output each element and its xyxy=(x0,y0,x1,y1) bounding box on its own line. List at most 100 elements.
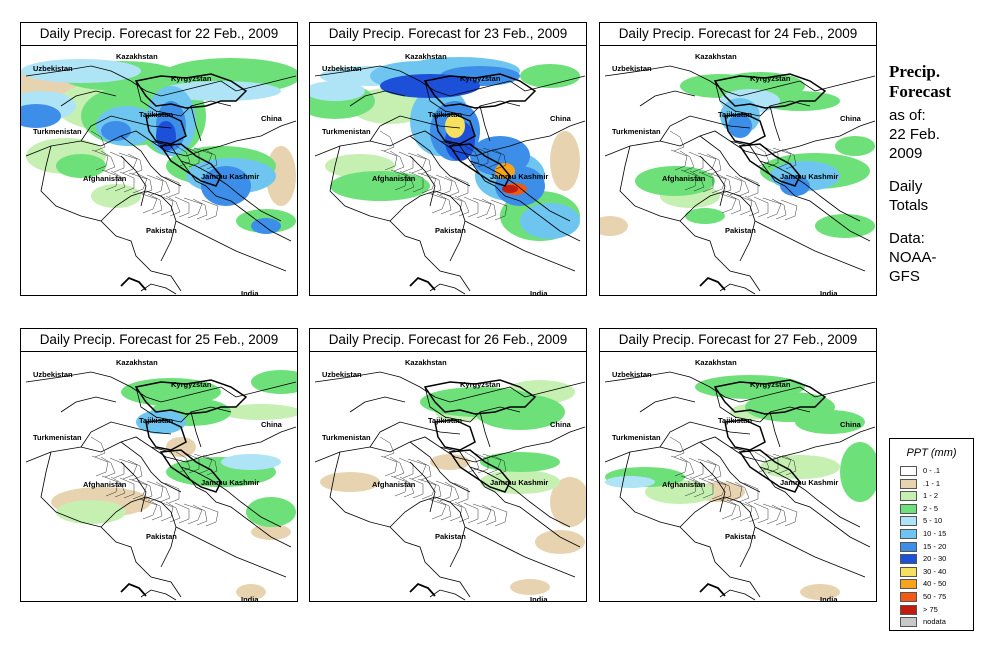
country-border xyxy=(135,386,232,423)
precip-area xyxy=(645,480,715,504)
map-label-india: India xyxy=(241,289,259,296)
map-labels: Kazakhstan Uzbekistan Kyrgyzstan Tajikistan… xyxy=(33,52,283,296)
data-line2: NOAA- xyxy=(889,249,937,266)
map-label-tajikistan: Tajikistan xyxy=(139,110,173,119)
district-border xyxy=(435,174,453,196)
country-border xyxy=(759,160,861,222)
country-border xyxy=(159,143,222,187)
map-label-uzbekistan: Uzbekistan xyxy=(612,370,652,379)
precip-area xyxy=(520,64,580,88)
district-border xyxy=(165,195,181,217)
legend-swatch xyxy=(900,516,917,527)
map-label-afghanistan: Afghanistan xyxy=(83,174,127,183)
country-border xyxy=(409,135,471,187)
precip-area xyxy=(161,81,281,101)
panel-title: Daily Precip. Forecast for 25 Feb., 2009 xyxy=(21,329,297,352)
map-label-afghanistan: Afghanistan xyxy=(372,174,416,183)
district-border xyxy=(734,175,750,197)
district-border xyxy=(444,481,460,503)
district-border xyxy=(426,479,442,501)
district-border xyxy=(110,476,126,498)
precip-area xyxy=(166,437,196,457)
country-border xyxy=(464,220,576,272)
district-border xyxy=(118,152,138,174)
country-border xyxy=(448,143,511,187)
map-label-jammu-kashmir: Jammu Kashmir xyxy=(490,172,548,181)
type-line2: Totals xyxy=(889,197,929,214)
map-label-china: China xyxy=(261,420,283,429)
map-label-jammu-kashmir: Jammu Kashmir xyxy=(780,478,838,487)
country-border xyxy=(190,411,202,448)
district-border xyxy=(399,170,415,192)
forecast-panel-1: Daily Precip. Forecast for 22 Feb., 2009… xyxy=(20,22,298,296)
country-border xyxy=(699,441,761,493)
sidebar-info: Precip. Forecast as of: 22 Feb. 2009 Dai… xyxy=(889,62,983,286)
precip-area xyxy=(685,208,725,224)
district-border xyxy=(380,455,398,477)
district-border xyxy=(482,453,502,475)
district-border xyxy=(482,147,502,169)
map-label-india: India xyxy=(530,289,548,296)
country-border xyxy=(729,120,876,157)
legend-label: > 75 xyxy=(923,604,938,614)
country-border xyxy=(145,419,187,451)
district-border xyxy=(735,194,753,216)
district-border xyxy=(380,149,398,171)
country-border xyxy=(738,449,801,493)
country-border xyxy=(369,115,461,142)
country-border xyxy=(429,283,466,295)
map-label-kyrgyzstan: Kyrgyzstan xyxy=(460,380,501,389)
country-border xyxy=(479,411,491,448)
country-border xyxy=(699,135,761,187)
district-border xyxy=(771,504,787,526)
country-border xyxy=(329,145,471,292)
country-border xyxy=(659,115,751,142)
district-border xyxy=(175,451,191,473)
country-border xyxy=(134,379,248,415)
country-border xyxy=(60,90,117,107)
country-border xyxy=(40,145,182,292)
coastline xyxy=(120,276,147,291)
map-label-india: India xyxy=(530,595,548,602)
district-border xyxy=(472,503,492,525)
map-labels: Kazakhstan Uzbekistan Kyrgyzstan Tajikistan… xyxy=(33,358,283,602)
district-border xyxy=(137,173,153,195)
district-border xyxy=(780,505,798,527)
country-border xyxy=(145,113,187,145)
district-border xyxy=(481,504,497,526)
legend-swatch xyxy=(900,529,917,539)
country-border xyxy=(754,220,866,272)
district-border xyxy=(91,149,109,171)
country-border xyxy=(769,411,781,448)
country-border xyxy=(714,386,811,423)
district-border xyxy=(669,130,685,152)
district-border xyxy=(762,503,782,525)
district-border xyxy=(379,436,395,458)
map-label-uzbekistan: Uzbekistan xyxy=(33,370,73,379)
country-border xyxy=(389,496,466,568)
district-border xyxy=(174,196,190,218)
map-label-kazakhstan: Kazakhstan xyxy=(405,358,447,367)
district-border xyxy=(146,480,164,502)
district-border xyxy=(743,176,759,198)
country-border xyxy=(409,461,436,513)
map-label-afghanistan: Afghanistan xyxy=(662,480,706,489)
country-border xyxy=(423,379,537,415)
precip-area xyxy=(815,214,875,238)
district-border xyxy=(754,451,770,473)
precip-map: Kazakhstan Uzbekistan Kyrgyzstan Tajikistan… xyxy=(604,358,876,602)
country-border xyxy=(619,145,761,292)
district-border xyxy=(744,195,760,217)
country-border xyxy=(714,80,811,117)
country-border xyxy=(434,419,476,451)
precip-map: Kazakhstan Uzbekistan Kyrgyzstan Tajikistan… xyxy=(25,358,297,602)
district-border xyxy=(490,199,508,221)
coastline xyxy=(409,582,436,597)
forecast-panel-2: Daily Precip. Forecast for 23 Feb., 2009… xyxy=(309,22,587,296)
district-border xyxy=(156,500,174,522)
district-border xyxy=(119,171,135,193)
country-border xyxy=(423,73,537,109)
country-border xyxy=(729,426,876,463)
map-labels: Kazakhstan Uzbekistan Kyrgyzstan Tajikistan… xyxy=(612,52,862,296)
data-line3: GFS xyxy=(889,268,920,285)
